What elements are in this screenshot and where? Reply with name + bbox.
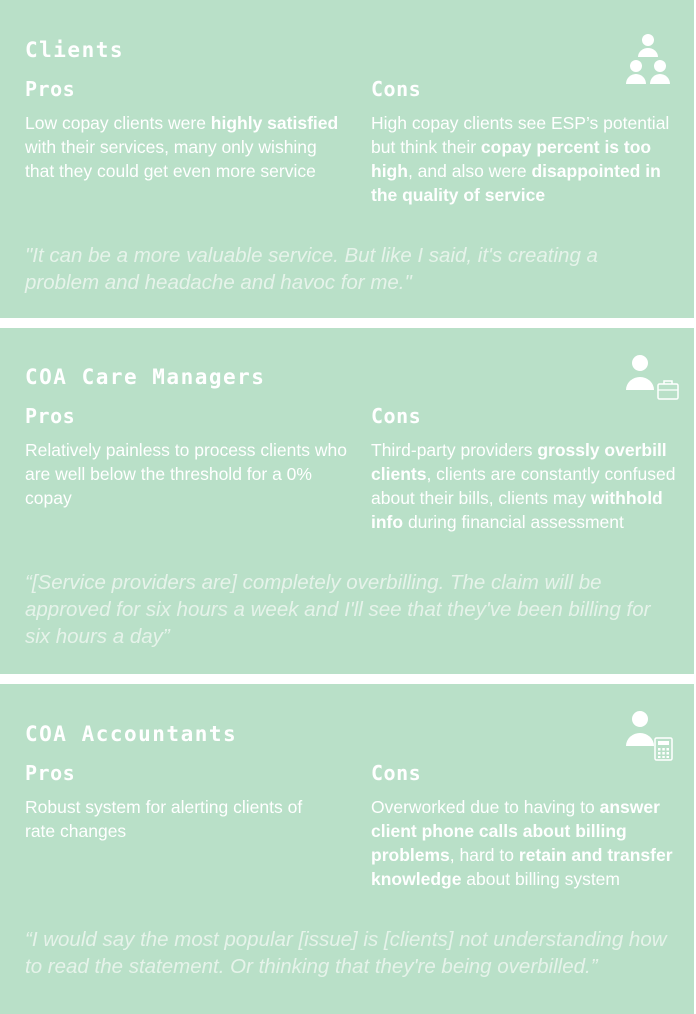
section-title: COA Care Managers	[25, 365, 266, 389]
accountants-card: COA Accountants Pros Cons Robust system …	[0, 684, 694, 1014]
pros-heading: Pros	[25, 404, 76, 428]
pros-text: Robust system for alerting clients of ra…	[25, 797, 303, 841]
section-title: COA Accountants	[25, 722, 238, 746]
cons-heading: Cons	[371, 404, 422, 428]
cons-text: High copay clients see ESP’s potential b…	[371, 113, 670, 205]
pros-text: Low copay clients were highly satisfied …	[25, 113, 339, 181]
cons-text: Third-party providers grossly overbill c…	[371, 440, 676, 532]
care-managers-card: COA Care Managers Pros Cons Relatively p…	[0, 328, 694, 674]
person-with-briefcase-icon	[626, 354, 682, 408]
person-with-calculator-icon	[626, 710, 676, 766]
pros-heading: Pros	[25, 77, 76, 101]
pros-text: Relatively painless to process clients w…	[25, 440, 347, 508]
group-of-people-icon	[626, 33, 670, 89]
cons-text: Overworked due to having to answer clien…	[371, 797, 673, 889]
quote: “[Service providers are] completely over…	[25, 571, 651, 648]
quote: “I would say the most popular [issue] is…	[25, 928, 667, 978]
pros-heading: Pros	[25, 761, 76, 785]
clients-card: Clients Pros Cons Low copay clients were…	[0, 0, 694, 318]
cons-heading: Cons	[371, 761, 422, 785]
section-title: Clients	[25, 38, 125, 62]
quote: "It can be a more valuable service. But …	[25, 244, 598, 294]
cons-heading: Cons	[371, 77, 422, 101]
